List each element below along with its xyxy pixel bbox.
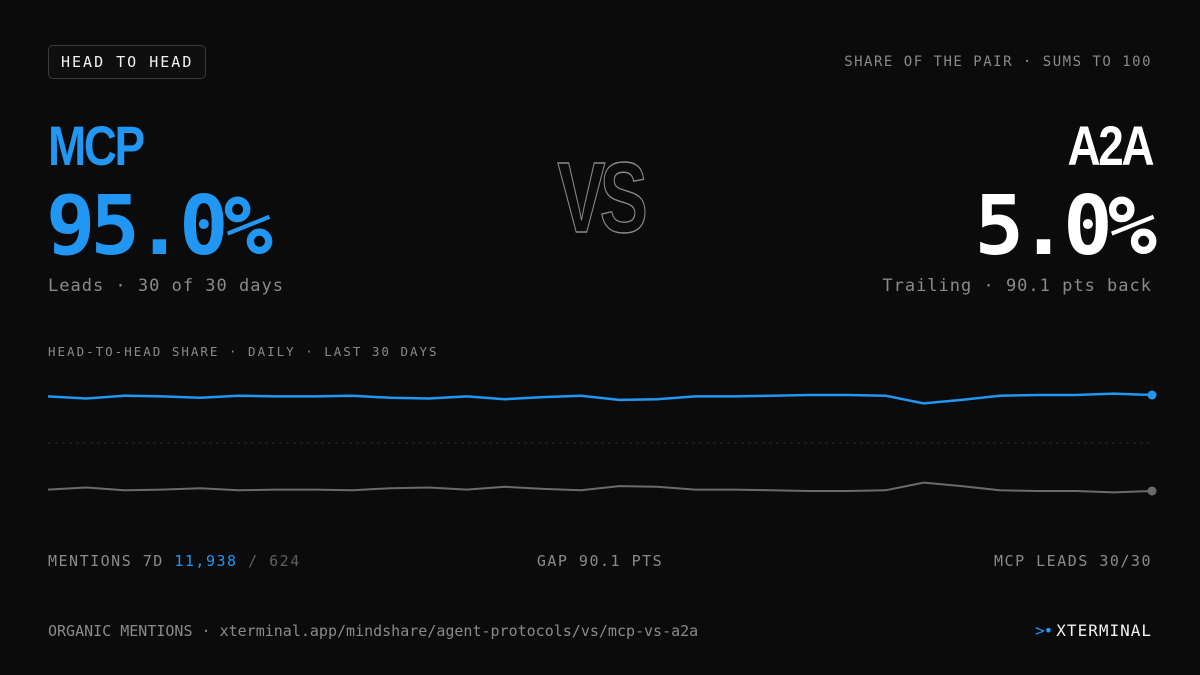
gap-stat: GAP 90.1 PTS	[536, 552, 664, 570]
head-to-head-badge: HEAD TO HEAD	[48, 45, 207, 79]
versus-label: VS	[0, 142, 1200, 254]
right-status-text: Trailing · 90.1 pts back	[882, 276, 1152, 296]
leads-stat: MCP LEADS 30/30	[994, 552, 1152, 570]
footer-source-link[interactable]: ORGANIC MENTIONS · xterminal.app/mindsha…	[48, 622, 699, 640]
mentions-separator: /	[248, 552, 259, 570]
mentions-left-value: 11,938	[174, 552, 238, 570]
share-line-chart	[47, 390, 1157, 496]
versus-text: VS	[557, 142, 648, 254]
endpoint-marker-mcp	[1147, 390, 1157, 400]
chart-title: HEAD-TO-HEAD SHARE · DAILY · LAST 30 DAY…	[48, 344, 439, 359]
left-contender-name: MCP	[48, 114, 145, 177]
terminal-prompt-icon: >•	[1035, 621, 1053, 640]
mentions-stat: MENTIONS 7D 11,938 / 624	[48, 552, 301, 570]
mentions-right-value: 624	[269, 552, 301, 570]
right-share-percent: 5.0%	[974, 179, 1157, 274]
brand-name: XTERMINAL	[1056, 621, 1152, 640]
series-line-a2a	[47, 481, 1153, 494]
series-line-mcp	[47, 392, 1153, 405]
right-contender-name: A2A	[1067, 114, 1155, 177]
endpoint-marker-a2a	[1147, 486, 1157, 496]
share-subtitle: SHARE OF THE PAIR · SUMS TO 100	[844, 54, 1152, 70]
mentions-label: MENTIONS 7D	[48, 552, 164, 570]
brand-logo: >• XTERMINAL	[1035, 621, 1152, 640]
left-status-text: Leads · 30 of 30 days	[48, 276, 284, 296]
left-share-percent: 95.0%	[46, 179, 273, 274]
